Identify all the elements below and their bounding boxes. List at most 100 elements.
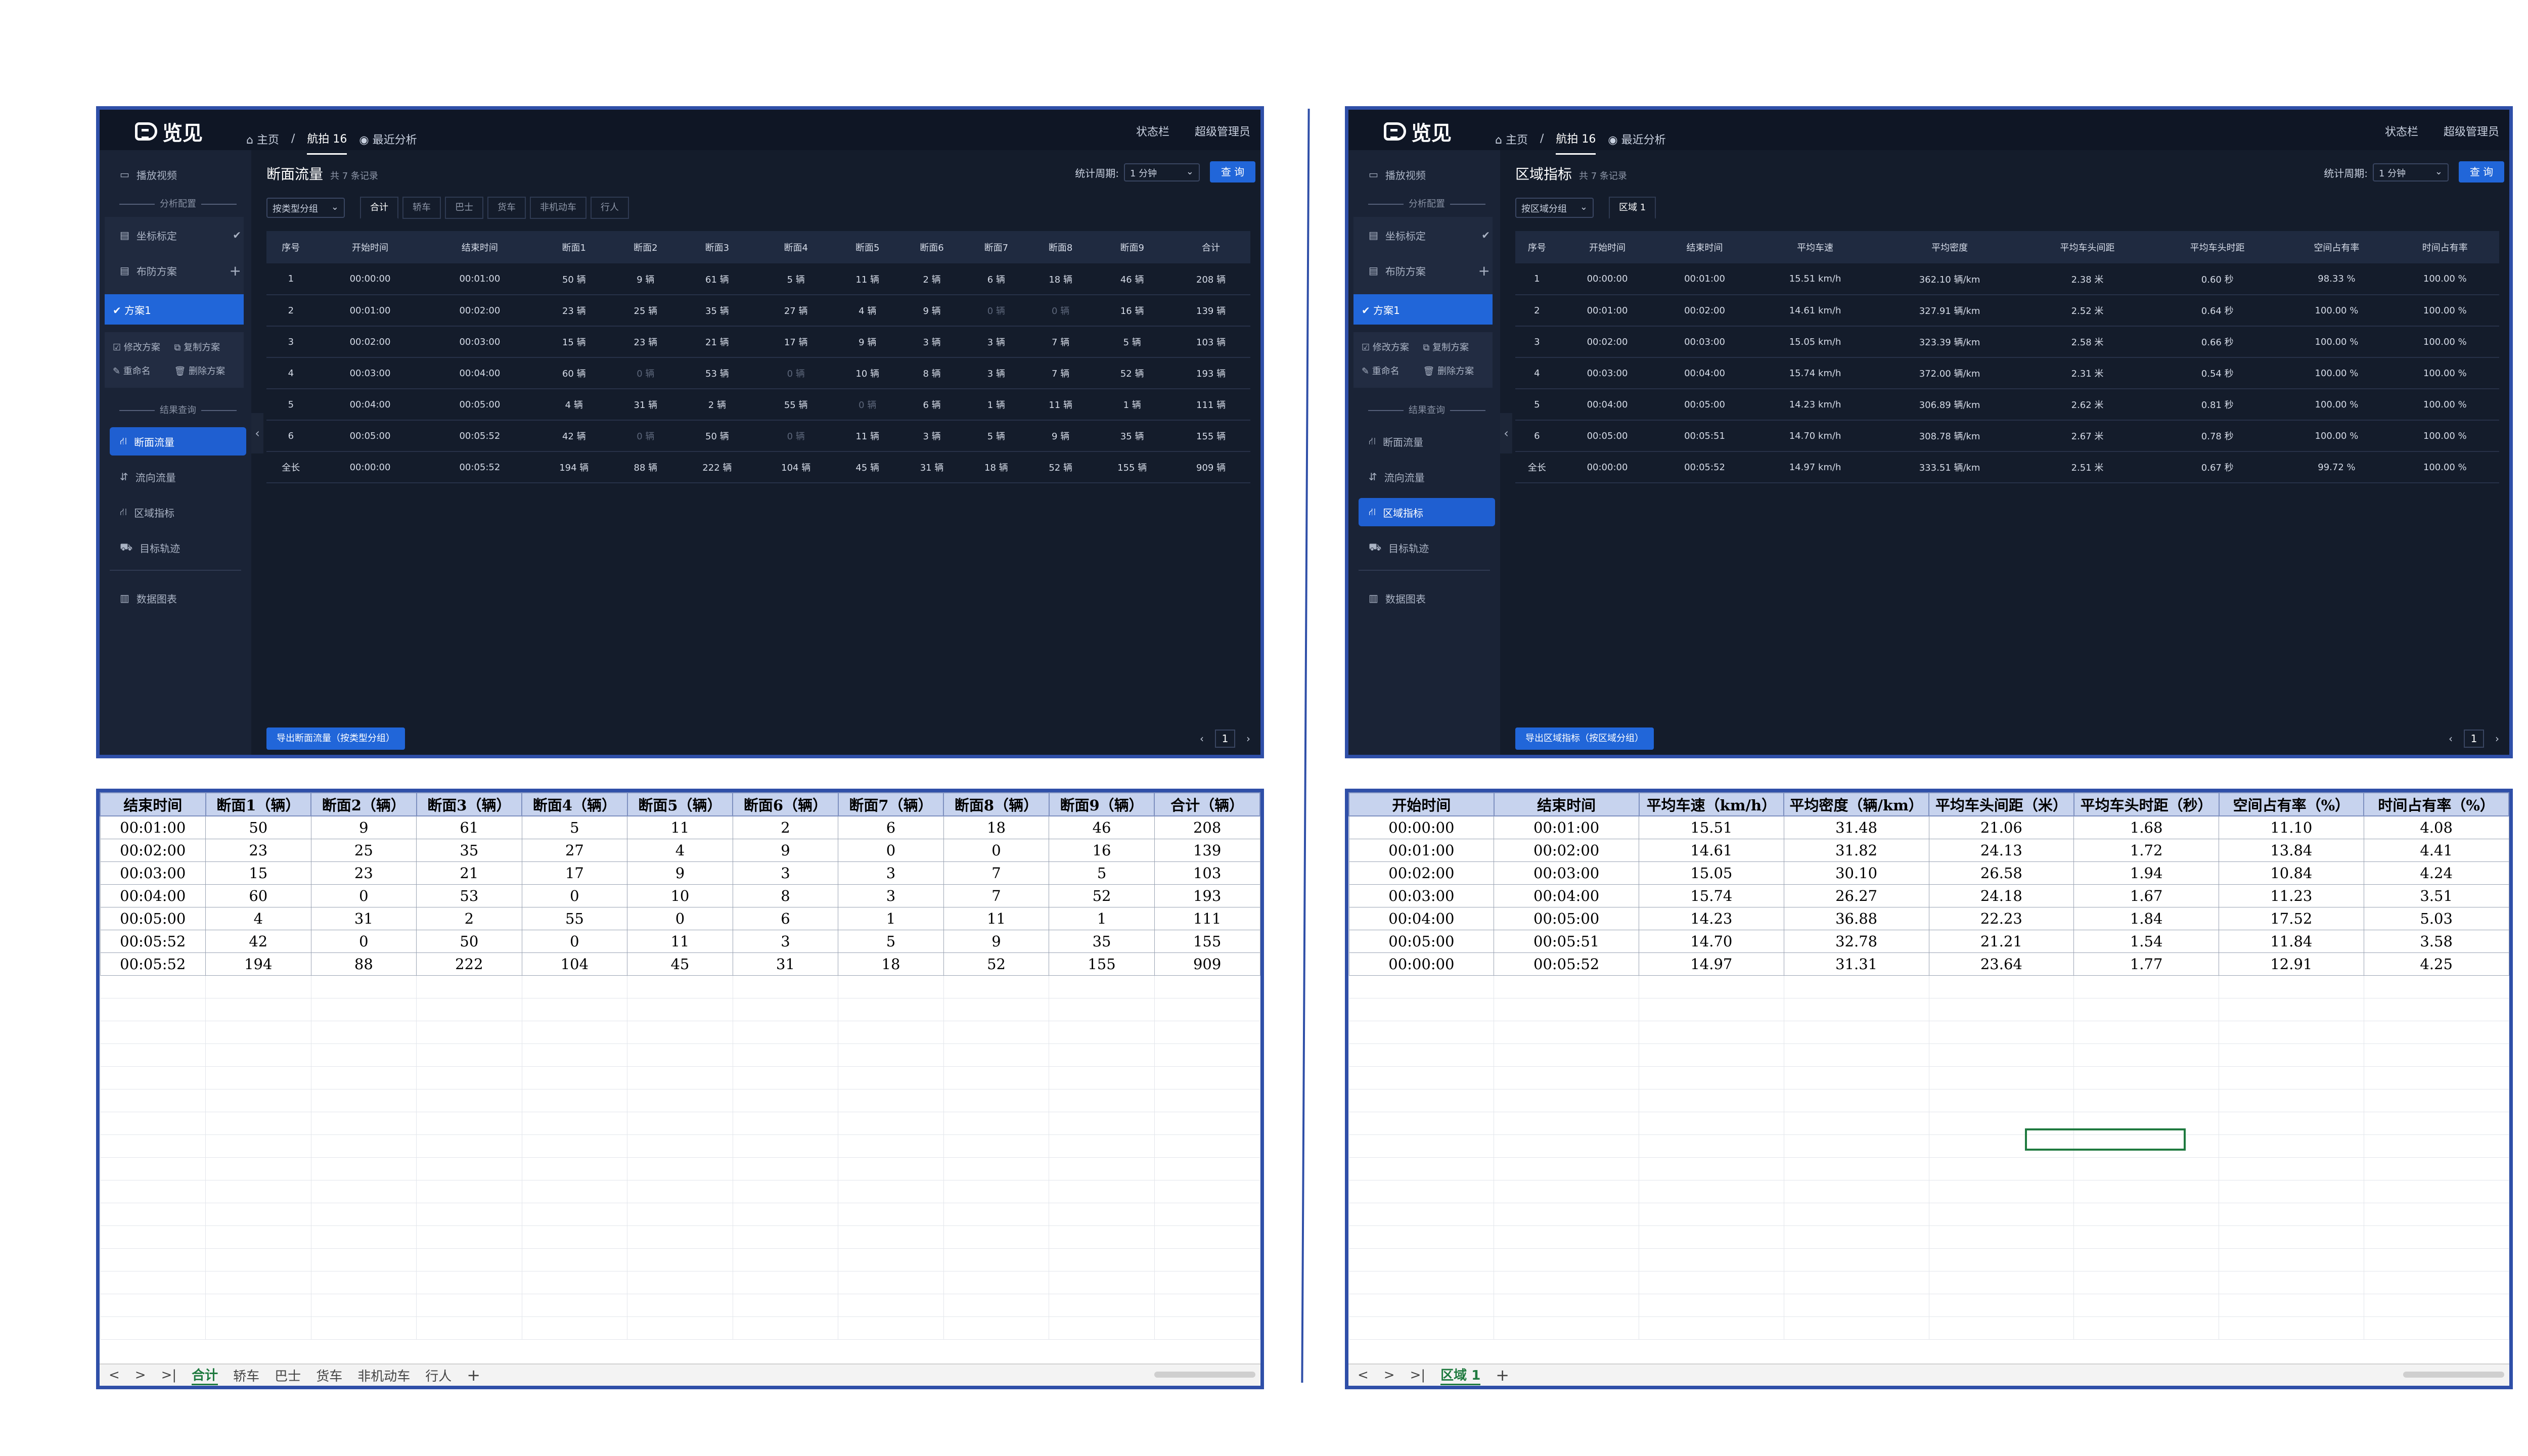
add-sheet-icon[interactable]: +: [1496, 1366, 1510, 1385]
empty-cell[interactable]: [2219, 1225, 2364, 1249]
table-cell[interactable]: 27: [521, 838, 628, 862]
empty-cell[interactable]: [1494, 1111, 1639, 1135]
empty-cell[interactable]: [1639, 1293, 1784, 1317]
sidebar-item-trajectory[interactable]: ⛟ 目标轨迹: [1359, 533, 1495, 562]
empty-cell[interactable]: [416, 1066, 522, 1089]
empty-cell[interactable]: [1783, 1293, 1929, 1317]
empty-cell[interactable]: [2219, 1248, 2364, 1271]
empty-cell[interactable]: [943, 1293, 1050, 1317]
empty-cell[interactable]: [943, 1088, 1050, 1112]
empty-cell[interactable]: [2073, 1202, 2219, 1226]
table-row[interactable]: 00:01:00 50 9 61 5 11 2 6 18 46 208: [100, 815, 1260, 839]
table-cell[interactable]: 0: [943, 838, 1050, 862]
table-cell[interactable]: 15: [205, 861, 311, 885]
column-header[interactable]: 断面8（辆）: [943, 792, 1050, 816]
table-row[interactable]: 00:00:00 00:05:52 14.97 31.31 23.64 1.77 12.91…: [1348, 952, 2509, 976]
column-header[interactable]: 断面5（辆）: [626, 792, 734, 816]
tab-pedestrian[interactable]: 行人: [591, 197, 629, 219]
home-link[interactable]: ⌂ 主页: [246, 133, 279, 147]
column-header[interactable]: 合计（辆）: [1154, 792, 1260, 816]
empty-cell[interactable]: [627, 1225, 733, 1249]
empty-cell[interactable]: [1639, 997, 1784, 1021]
empty-row[interactable]: [100, 1066, 1260, 1089]
empty-cell[interactable]: [2219, 1293, 2364, 1317]
column-header[interactable]: 序号: [266, 231, 315, 263]
empty-cell[interactable]: [2219, 1088, 2364, 1112]
empty-cell[interactable]: [732, 997, 839, 1021]
table-row[interactable]: 全长 00:00:00 00:05:52 14.97 km/h 333.51 辆/km 2…: [1515, 451, 2499, 483]
table-cell[interactable]: 11: [943, 906, 1050, 930]
tab-car[interactable]: 轿车: [402, 197, 441, 219]
status-bar-link[interactable]: 状态栏: [1136, 126, 1169, 139]
empty-cell[interactable]: [1494, 1270, 1639, 1294]
empty-cell[interactable]: [100, 1066, 206, 1089]
column-header[interactable]: 平均密度（辆/km）: [1783, 792, 1929, 816]
empty-row[interactable]: [100, 1248, 1260, 1271]
table-cell[interactable]: 00:02:00: [100, 838, 206, 862]
empty-row[interactable]: [1348, 1066, 2509, 1089]
empty-cell[interactable]: [943, 1225, 1050, 1249]
sidebar-item-calibration[interactable]: ▤ 坐标标定 ✔: [1359, 221, 1495, 249]
empty-cell[interactable]: [310, 1179, 417, 1203]
empty-row[interactable]: [100, 1111, 1260, 1135]
empty-cell[interactable]: [1154, 1157, 1260, 1180]
table-cell[interactable]: 6: [732, 906, 839, 930]
empty-cell[interactable]: [205, 1293, 311, 1317]
empty-cell[interactable]: [2073, 997, 2219, 1021]
empty-cell[interactable]: [1928, 1293, 2074, 1317]
empty-cell[interactable]: [2219, 997, 2364, 1021]
column-header[interactable]: 断面3（辆）: [416, 792, 523, 816]
table-cell[interactable]: 9: [627, 861, 733, 885]
empty-cell[interactable]: [1348, 1043, 1495, 1067]
sheet-tab-area-1[interactable]: 区域 1: [1440, 1365, 1481, 1385]
table-cell[interactable]: 14.97: [1639, 952, 1784, 976]
empty-cell[interactable]: [1783, 1316, 1929, 1340]
empty-cell[interactable]: [1348, 1202, 1495, 1226]
admin-user-menu[interactable]: 超级管理员: [2443, 126, 2499, 139]
empty-row[interactable]: [100, 1088, 1260, 1112]
empty-cell[interactable]: [1639, 1179, 1784, 1203]
empty-cell[interactable]: [1639, 1248, 1784, 1271]
table-cell[interactable]: 00:02:00: [1494, 838, 1639, 862]
empty-cell[interactable]: [100, 1225, 206, 1249]
empty-cell[interactable]: [2073, 1179, 2219, 1203]
table-cell[interactable]: 35: [1049, 929, 1155, 953]
empty-cell[interactable]: [2363, 1202, 2509, 1226]
table-cell[interactable]: 21: [416, 861, 522, 885]
column-header[interactable]: 时间占有率（%）: [2363, 792, 2509, 816]
empty-cell[interactable]: [627, 1270, 733, 1294]
empty-cell[interactable]: [2219, 1043, 2364, 1067]
table-cell[interactable]: 36.88: [1783, 906, 1929, 930]
empty-cell[interactable]: [627, 1316, 733, 1340]
delete-plan-button[interactable]: 🗑 删除方案: [1423, 366, 1474, 377]
empty-cell[interactable]: [1348, 1088, 1495, 1112]
column-header[interactable]: 断面3: [678, 231, 757, 263]
table-cell[interactable]: 222: [416, 952, 522, 976]
empty-cell[interactable]: [521, 1088, 628, 1112]
table-cell[interactable]: 0: [310, 884, 417, 907]
table-row[interactable]: 00:02:00 23 25 35 27 4 9 0 0 16 139: [100, 838, 1260, 862]
table-cell[interactable]: 15.74: [1639, 884, 1784, 907]
empty-cell[interactable]: [1928, 1179, 2074, 1203]
empty-cell[interactable]: [838, 1293, 944, 1317]
empty-cell[interactable]: [1494, 1157, 1639, 1180]
collapse-sidebar-icon[interactable]: ‹: [251, 413, 263, 453]
empty-row[interactable]: [100, 1134, 1260, 1158]
empty-cell[interactable]: [416, 1293, 522, 1317]
empty-cell[interactable]: [627, 975, 733, 998]
empty-cell[interactable]: [1783, 1270, 1929, 1294]
empty-cell[interactable]: [838, 1179, 944, 1203]
empty-cell[interactable]: [1928, 1202, 2074, 1226]
empty-cell[interactable]: [1639, 975, 1784, 998]
column-header[interactable]: 断面2（辆）: [310, 792, 417, 816]
empty-row[interactable]: [100, 1157, 1260, 1180]
sheet-tab-car[interactable]: 轿车: [233, 1369, 260, 1384]
empty-cell[interactable]: [1928, 1225, 2074, 1249]
table-cell[interactable]: 14.23: [1639, 906, 1784, 930]
empty-cell[interactable]: [2073, 1293, 2219, 1317]
empty-cell[interactable]: [2363, 1270, 2509, 1294]
